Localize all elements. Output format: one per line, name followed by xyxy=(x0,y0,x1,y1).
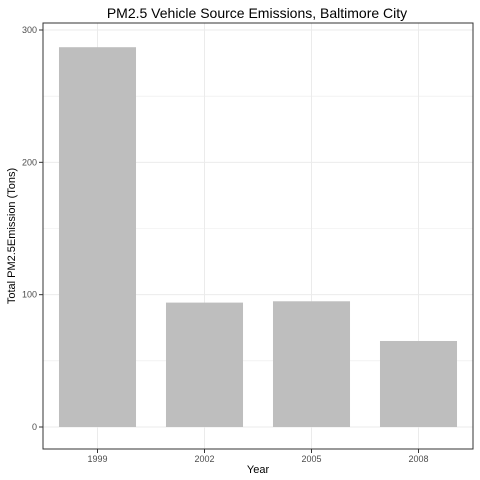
x-tick-label: 2005 xyxy=(301,454,321,464)
bar-2008 xyxy=(380,341,457,427)
x-tick-label: 2008 xyxy=(408,454,428,464)
x-axis-title: Year xyxy=(247,464,270,476)
bar-2005 xyxy=(273,301,350,427)
y-tick-label: 100 xyxy=(22,290,37,300)
bar-1999 xyxy=(59,47,136,427)
y-tick-label: 200 xyxy=(22,157,37,167)
y-axis-title: Total PM2.5Emission (Tons) xyxy=(6,168,18,304)
chart-title: PM2.5 Vehicle Source Emissions, Baltimor… xyxy=(107,5,407,21)
x-tick-label: 2002 xyxy=(194,454,214,464)
x-tick-label: 1999 xyxy=(87,454,107,464)
bar-2002 xyxy=(166,303,243,427)
y-tick-label: 300 xyxy=(22,25,37,35)
y-tick-label: 0 xyxy=(32,422,37,432)
